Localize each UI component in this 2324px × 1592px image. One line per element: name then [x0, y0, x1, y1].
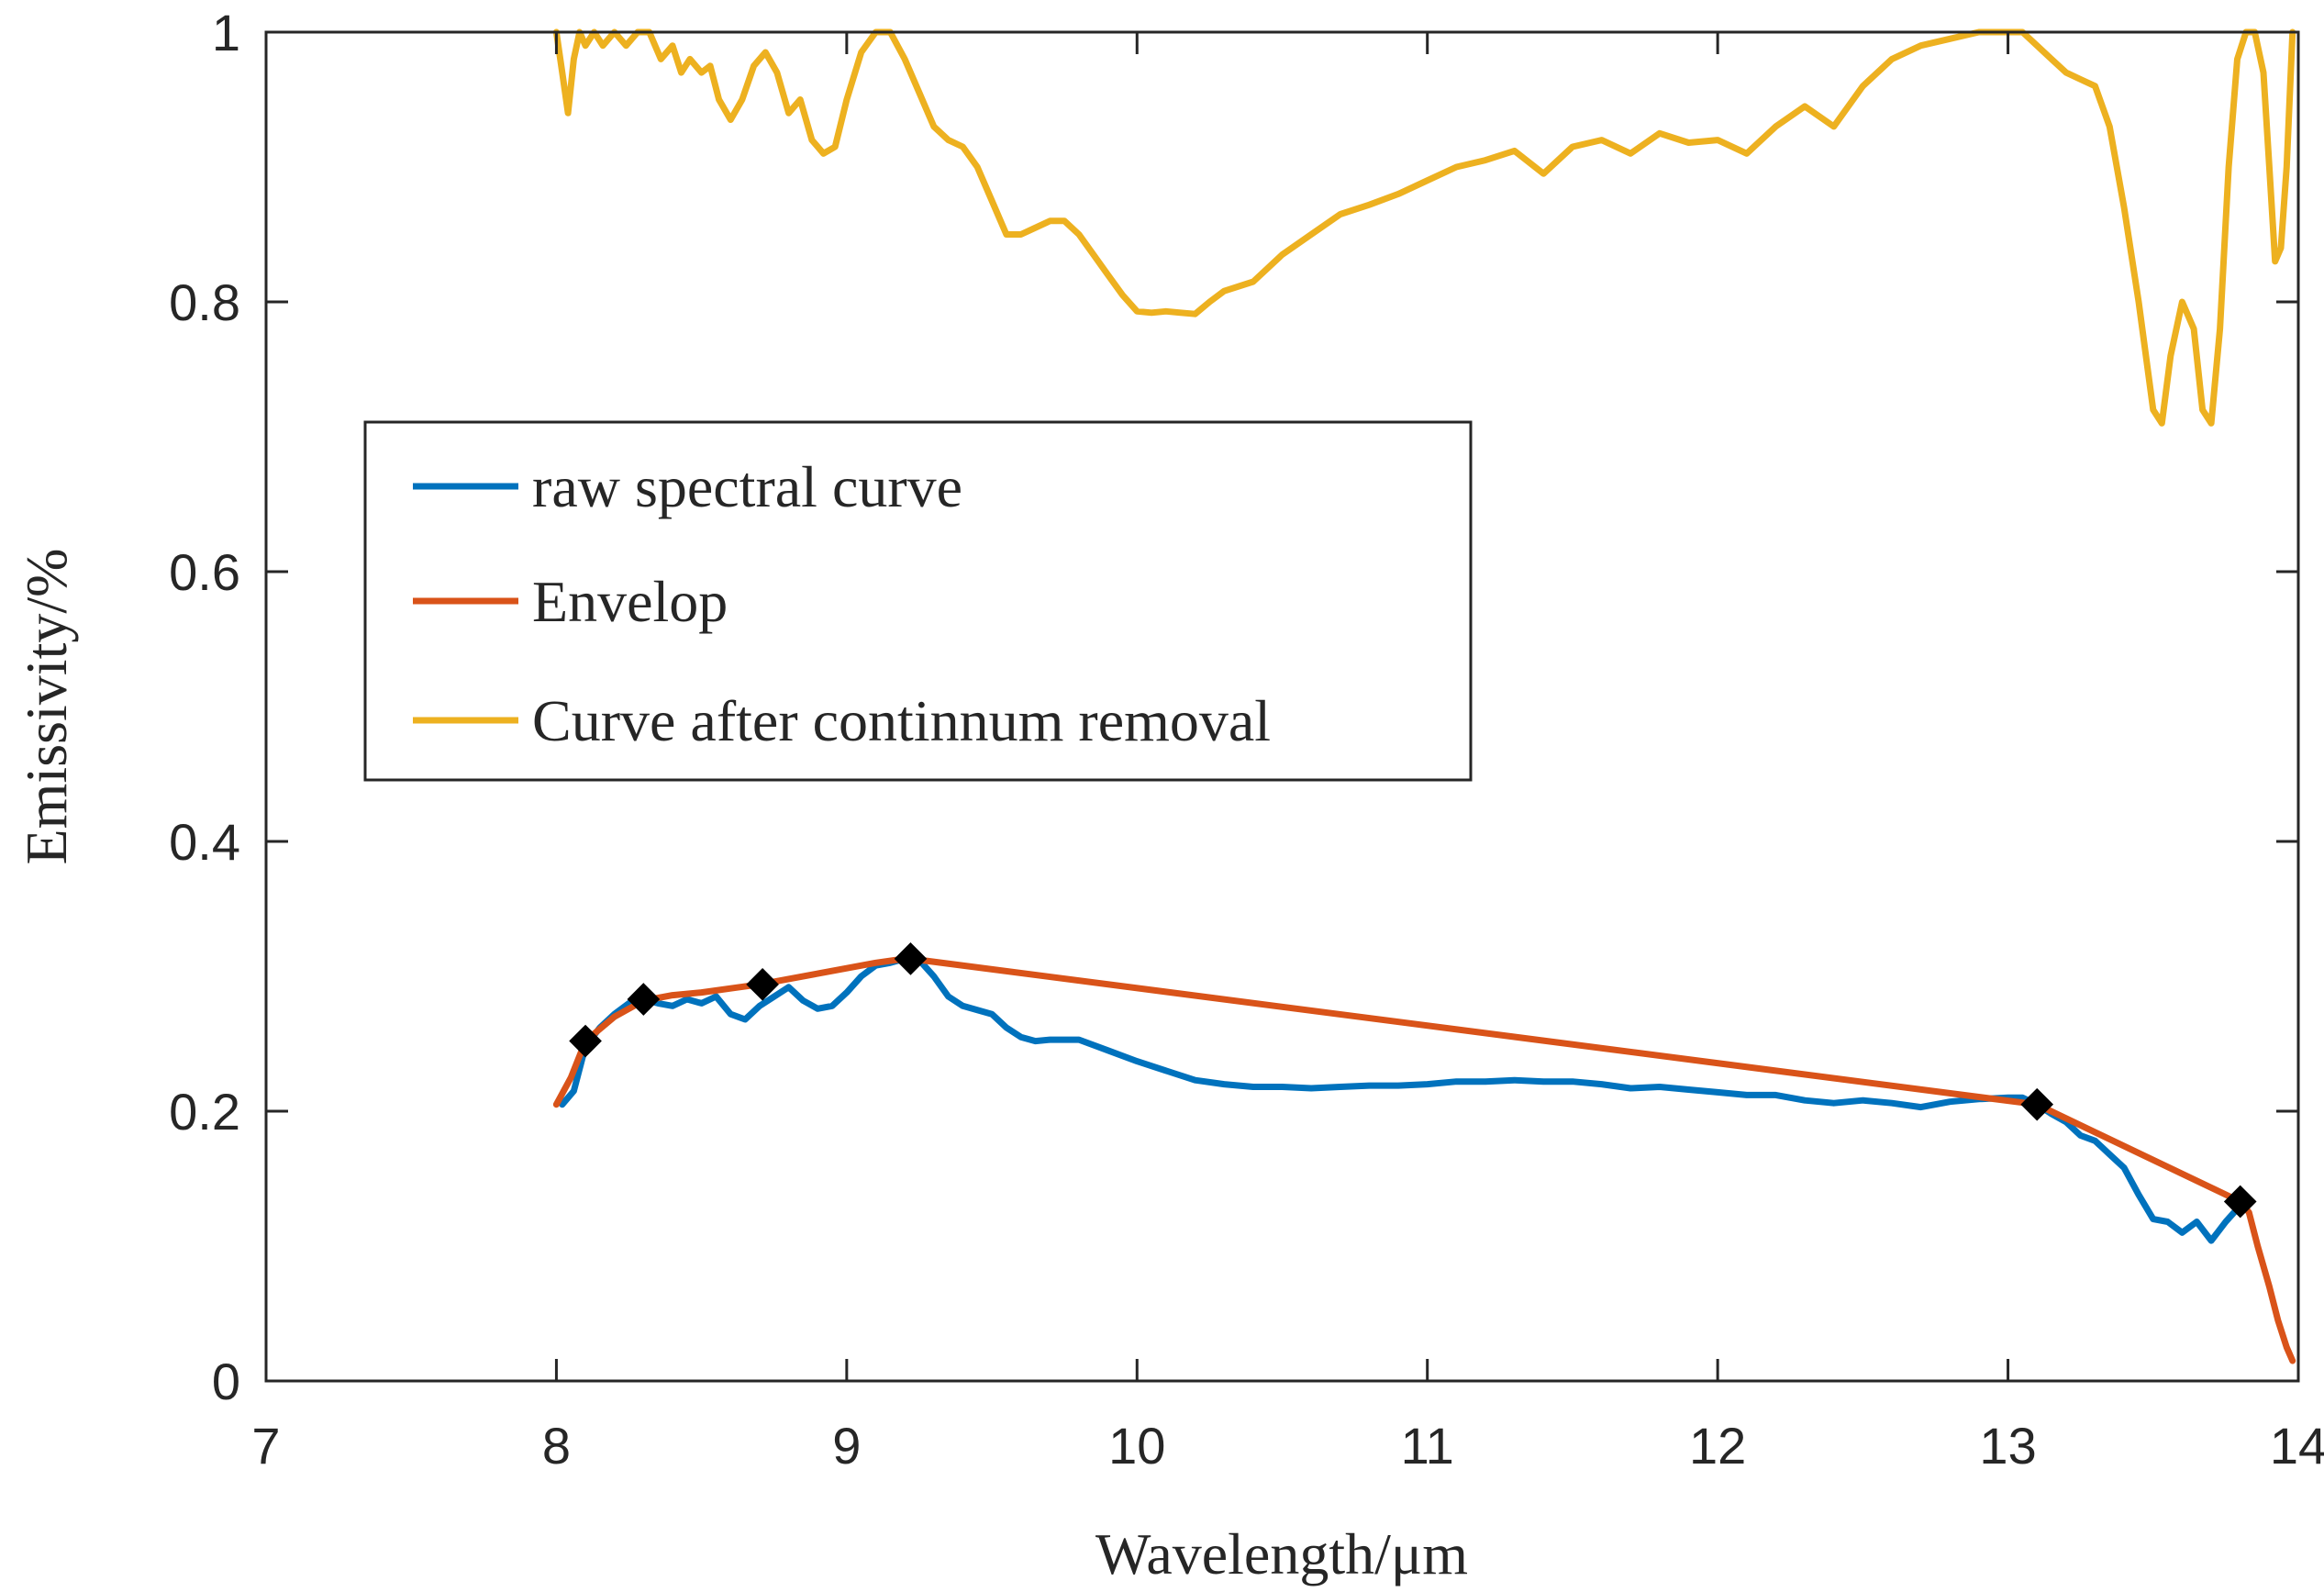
x-tick-label: 14: [2270, 1417, 2324, 1475]
y-tick-label: 0: [212, 1353, 240, 1410]
tick-layer: 7 8 9 10 11 12 13 14 0 0.2 0.4 0.6 0.8 1: [169, 4, 2324, 1475]
envelope-hull-point-marker: [894, 942, 928, 975]
envelope-hull-point-marker: [627, 983, 661, 1016]
legend-label-raw: raw spectral curve: [532, 454, 962, 519]
x-tick-label: 7: [251, 1417, 280, 1475]
y-tick-label: 0.4: [169, 813, 240, 871]
y-tick-label: 0.8: [169, 273, 240, 331]
plot-frame: [264, 30, 2300, 1383]
envelope-hull-point-marker: [2020, 1087, 2054, 1121]
legend-label-envelop: Envelop: [532, 569, 728, 634]
legend: raw spectral curve Envelop Curve after c…: [363, 420, 1473, 782]
x-tick-label: 8: [542, 1417, 571, 1475]
y-tick-label: 0.6: [169, 543, 240, 601]
x-tick-label: 11: [1401, 1417, 1454, 1475]
y-axis-label: Emissivity/%: [14, 549, 79, 865]
x-tick-label: 12: [1689, 1417, 1746, 1475]
x-tick-label: 9: [832, 1417, 861, 1475]
marker-layer: [569, 942, 2257, 1219]
y-tick-label: 1: [212, 4, 240, 61]
series-layer: [552, 28, 2296, 1364]
envelope-hull-point-marker: [746, 967, 779, 1001]
legend-box: [363, 420, 1473, 782]
envelope-hull-point-marker: [2223, 1185, 2257, 1219]
legend-label-continuum-removed: Curve after continnum removal: [532, 688, 1271, 753]
y-tick-label: 0.2: [169, 1083, 240, 1141]
envelope-hull-point-marker: [569, 1024, 602, 1058]
x-axis-label: Wavelength/μm: [1095, 1521, 1468, 1586]
series-line-envelop: [552, 955, 2296, 1364]
series-line-continuum-removed: [552, 28, 2296, 427]
x-tick-label: 10: [1108, 1417, 1165, 1475]
x-tick-label: 13: [1979, 1417, 2036, 1475]
